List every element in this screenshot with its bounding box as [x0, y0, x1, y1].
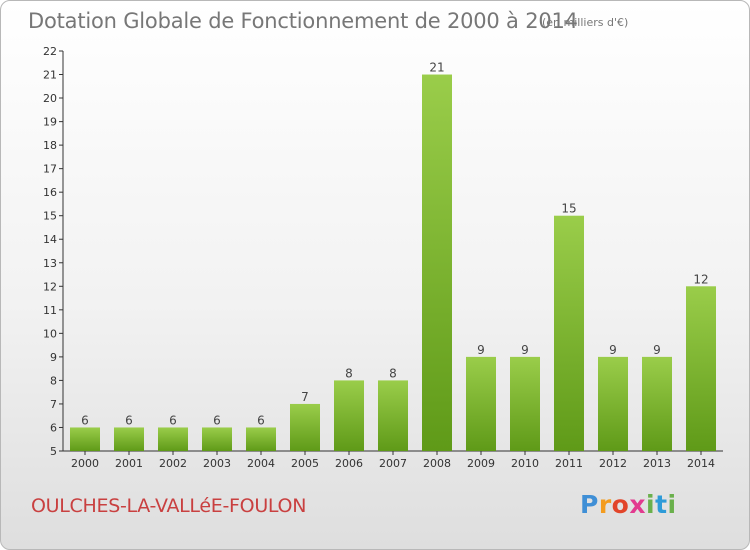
x-tick-label: 2009 [467, 457, 495, 470]
x-tick-label: 2001 [115, 457, 143, 470]
bar-value-label: 6 [125, 413, 133, 427]
y-tick-label: 7 [50, 398, 57, 411]
bar [510, 356, 540, 451]
bar-value-label: 9 [477, 343, 485, 357]
bar [114, 427, 144, 451]
y-tick-label: 11 [43, 304, 57, 317]
y-tick-label: 22 [43, 45, 57, 58]
x-tick-label: 2004 [247, 457, 275, 470]
x-tick-label: 2000 [71, 457, 99, 470]
x-tick-label: 2011 [555, 457, 583, 470]
x-tick-label: 2012 [599, 457, 627, 470]
bar-value-label: 7 [301, 390, 309, 404]
bar-value-label: 8 [345, 366, 353, 380]
bar [158, 427, 188, 451]
y-tick-label: 15 [43, 210, 57, 223]
y-tick-label: 18 [43, 139, 57, 152]
bar [334, 380, 364, 451]
commune-name: OULCHES-LA-VALLéE-FOULON [31, 495, 307, 517]
x-tick-label: 2008 [423, 457, 451, 470]
chart-subtitle: (en milliers d'€) [542, 16, 629, 29]
y-tick-label: 16 [43, 186, 57, 199]
bar [202, 427, 232, 451]
bar [598, 356, 628, 451]
bar [642, 356, 672, 451]
proxiti-logo[interactable]: Proxiti [580, 490, 677, 519]
y-tick-label: 8 [50, 374, 57, 387]
y-tick-label: 19 [43, 116, 57, 129]
y-tick-label: 5 [50, 445, 57, 458]
bar-value-label: 9 [521, 343, 529, 357]
bar [70, 427, 100, 451]
chart-title: Dotation Globale de Fonctionnement de 20… [28, 9, 578, 33]
y-tick-label: 12 [43, 280, 57, 293]
x-tick-label: 2014 [687, 457, 715, 470]
y-tick-label: 9 [50, 351, 57, 364]
y-tick-label: 13 [43, 257, 57, 270]
y-tick-label: 14 [43, 233, 57, 246]
bar [554, 215, 584, 451]
x-tick-label: 2003 [203, 457, 231, 470]
y-tick-label: 17 [43, 163, 57, 176]
bar-value-label: 12 [693, 272, 708, 286]
bar-value-label: 9 [609, 343, 617, 357]
x-tick-label: 2013 [643, 457, 671, 470]
bar-value-label: 6 [81, 413, 89, 427]
x-tick-label: 2006 [335, 457, 363, 470]
x-tick-label: 2005 [291, 457, 319, 470]
x-tick-label: 2007 [379, 457, 407, 470]
bar-value-label: 15 [561, 202, 576, 216]
bar [290, 403, 320, 451]
bar [686, 286, 716, 451]
chart-axes: 5 6 7 8 9 10 11 12 13 14 15 16 17 18 19 20 21 22 2000 2001 2… [43, 45, 723, 470]
x-tick-label: 2002 [159, 457, 187, 470]
chart-bars: 6 6 6 6 6 7 8 8 21 9 9 15 9 9 12 [70, 61, 716, 451]
bar-value-label: 8 [389, 366, 397, 380]
y-tick-label: 20 [43, 92, 57, 105]
bar [246, 427, 276, 451]
bar-value-label: 6 [213, 413, 221, 427]
bar-value-label: 6 [169, 413, 177, 427]
bar [378, 380, 408, 451]
y-tick-label: 10 [43, 327, 57, 340]
bar-value-label: 21 [429, 61, 444, 75]
y-tick-label: 21 [43, 69, 57, 82]
x-tick-label: 2010 [511, 457, 539, 470]
bar [466, 356, 496, 451]
y-tick-label: 6 [50, 421, 57, 434]
bar [422, 74, 452, 451]
bar-value-label: 6 [257, 413, 265, 427]
bar-value-label: 9 [653, 343, 661, 357]
